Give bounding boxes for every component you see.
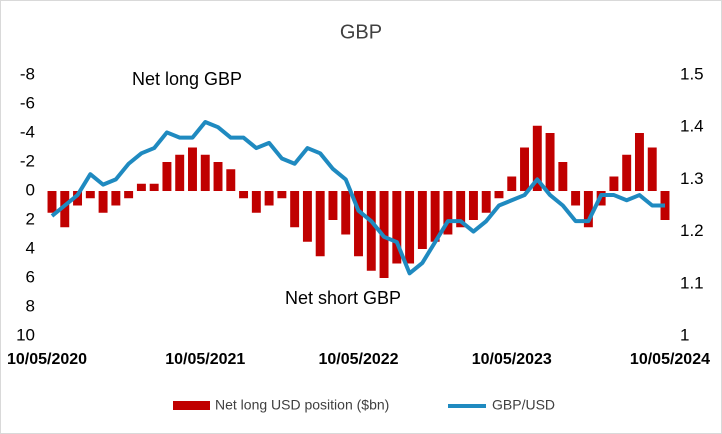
- bar: [149, 183, 159, 191]
- bar: [571, 191, 581, 206]
- x-tick-label: 10/05/2020: [7, 351, 87, 368]
- x-tick-label: 10/05/2023: [472, 351, 552, 368]
- y2-tick-label: 1.1: [680, 273, 704, 292]
- bar: [175, 154, 185, 191]
- bar: [354, 191, 363, 257]
- bar: [200, 154, 210, 191]
- bar: [647, 147, 657, 191]
- y2-tick-label: 1.3: [680, 169, 704, 188]
- bar: [213, 162, 223, 191]
- bar: [328, 191, 338, 220]
- y-tick-label: -8: [20, 64, 35, 83]
- bar: [226, 169, 236, 191]
- bar: [558, 162, 568, 191]
- bar: [315, 191, 325, 257]
- bar: [341, 191, 351, 235]
- y-tick-label: 8: [26, 296, 35, 315]
- bar: [443, 191, 453, 235]
- y2-tick-label: 1.5: [680, 64, 704, 83]
- annotation: Net long GBP: [132, 69, 242, 89]
- bar: [85, 191, 95, 199]
- legend-swatch: [173, 401, 210, 410]
- bar: [290, 191, 300, 228]
- bar: [73, 191, 83, 206]
- chart-title: GBP: [340, 21, 382, 43]
- bar: [532, 125, 542, 191]
- y2-tick-label: 1: [680, 325, 689, 344]
- bar: [392, 191, 402, 264]
- bar: [124, 191, 134, 199]
- bar: [239, 191, 249, 199]
- bar: [136, 183, 146, 191]
- y-tick-label: -4: [20, 122, 35, 141]
- bar: [583, 191, 593, 228]
- bar: [188, 147, 197, 191]
- bar: [507, 176, 517, 191]
- y-tick-label: -2: [20, 151, 35, 170]
- bar: [609, 176, 619, 191]
- y-tick-label: 10: [16, 325, 35, 344]
- y-tick-label: 2: [26, 209, 35, 228]
- bar: [251, 191, 261, 213]
- bar: [456, 191, 466, 228]
- legend-label: GBP/USD: [492, 397, 555, 413]
- y2-tick-label: 1.2: [680, 221, 704, 240]
- bar: [302, 191, 312, 242]
- y-tick-label: 4: [26, 238, 35, 257]
- bar: [417, 191, 427, 249]
- bar: [405, 191, 415, 264]
- bar: [520, 147, 529, 191]
- y-tick-label: 6: [26, 267, 35, 286]
- x-tick-label: 10/05/2024: [630, 351, 710, 368]
- legend-label: Net long USD position ($bn): [215, 397, 389, 413]
- line: [50, 119, 665, 276]
- bar: [162, 162, 172, 191]
- x-tick-label: 10/05/2021: [165, 351, 245, 368]
- bar: [430, 191, 440, 242]
- bar: [622, 154, 632, 191]
- annotation: Net short GBP: [285, 288, 401, 308]
- bar: [494, 191, 504, 199]
- bar: [481, 191, 491, 213]
- bar: [111, 191, 121, 206]
- y2-tick-label: 1.4: [680, 117, 704, 136]
- x-tick-label: 10/05/2022: [318, 351, 398, 368]
- bar: [47, 191, 57, 213]
- y-tick-label: -6: [20, 93, 35, 112]
- bar: [634, 133, 644, 191]
- bar: [366, 191, 376, 271]
- bar: [264, 191, 274, 206]
- bar: [98, 191, 108, 213]
- bar: [277, 191, 287, 199]
- bar: [545, 133, 555, 191]
- bar: [60, 191, 70, 228]
- bar: [468, 191, 478, 220]
- y-tick-label: 0: [26, 180, 35, 199]
